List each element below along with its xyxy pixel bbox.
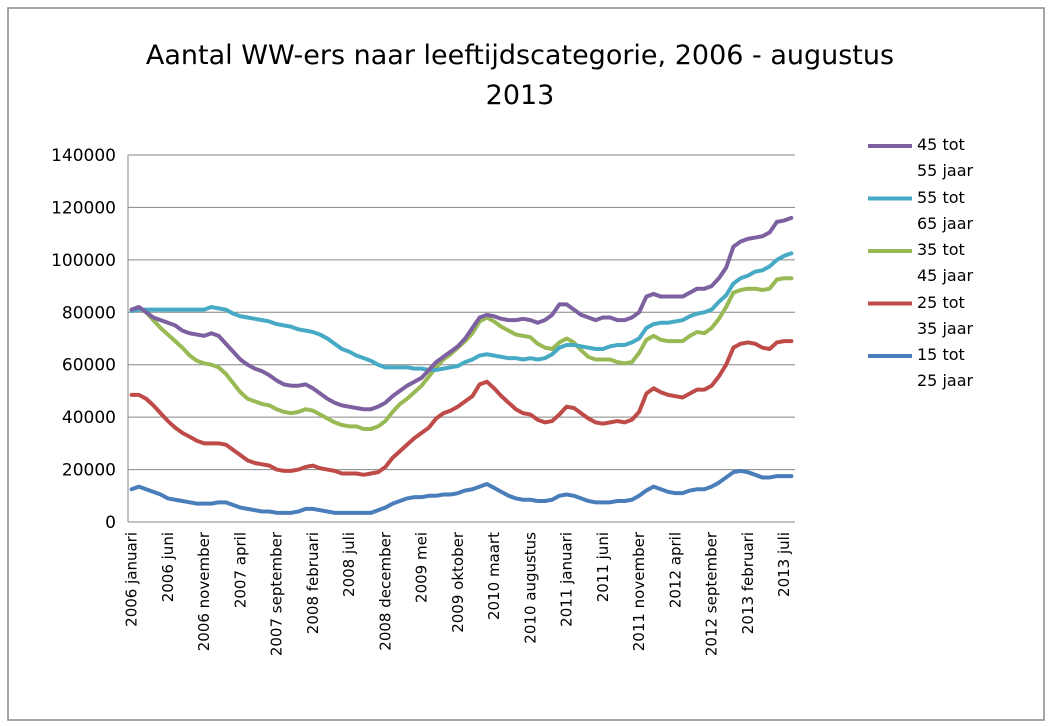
series-line (129, 339, 794, 477)
x-tick-label: 2011 juni (594, 532, 612, 602)
y-tick-label: 80000 (62, 303, 116, 323)
x-tick-label: 2006 januari (123, 532, 141, 627)
x-tick-label: 2008 februari (304, 532, 322, 634)
series-line (129, 251, 794, 372)
legend-label: 45 tot 55 jaar (917, 135, 974, 180)
chart-border (7, 7, 1045, 721)
y-tick-label: 20000 (62, 461, 116, 481)
x-tick-label: 2009 oktober (449, 531, 467, 633)
x-tick-label: 2009 mei (413, 532, 431, 603)
x-tick-label: 2007 september (268, 531, 286, 656)
y-tick-label: 40000 (62, 408, 116, 428)
x-tick-label: 2011 november (630, 531, 648, 651)
x-tick-label: 2013 juli (775, 532, 793, 597)
y-tick-label: 140000 (51, 146, 116, 166)
x-tick-label: 2008 december (376, 531, 394, 651)
x-tick-label: 2010 augustus (521, 532, 539, 644)
y-tick-label: 0 (105, 513, 116, 533)
series-line (129, 468, 794, 515)
x-tick-label: 2012 april (666, 532, 684, 608)
x-tick-label: 2012 september (703, 531, 721, 656)
chart-title: Aantal WW-ers naar leeftijdscategorie, 2… (145, 40, 895, 111)
x-tick-label: 2013 februari (739, 532, 757, 634)
series-line (129, 215, 794, 412)
x-tick-label: 2008 juli (340, 532, 358, 597)
legend-label: 25 tot 35 jaar (917, 292, 974, 338)
x-tick-label: 2007 april (231, 532, 249, 608)
x-tick-label: 2006 november (195, 531, 213, 651)
y-tick-label: 60000 (62, 356, 116, 376)
x-tick-label: 2011 januari (558, 532, 576, 627)
x-tick-label: 2010 maart (485, 532, 503, 620)
y-tick-label: 100000 (51, 251, 116, 271)
legend-label: 15 tot 25 jaar (917, 345, 974, 390)
legend-label: 35 tot 45 jaar (917, 240, 974, 285)
x-tick-label: 2006 juni (159, 532, 177, 602)
legend-label: 55 tot 65 jaar (917, 187, 974, 233)
y-tick-label: 120000 (51, 198, 116, 218)
